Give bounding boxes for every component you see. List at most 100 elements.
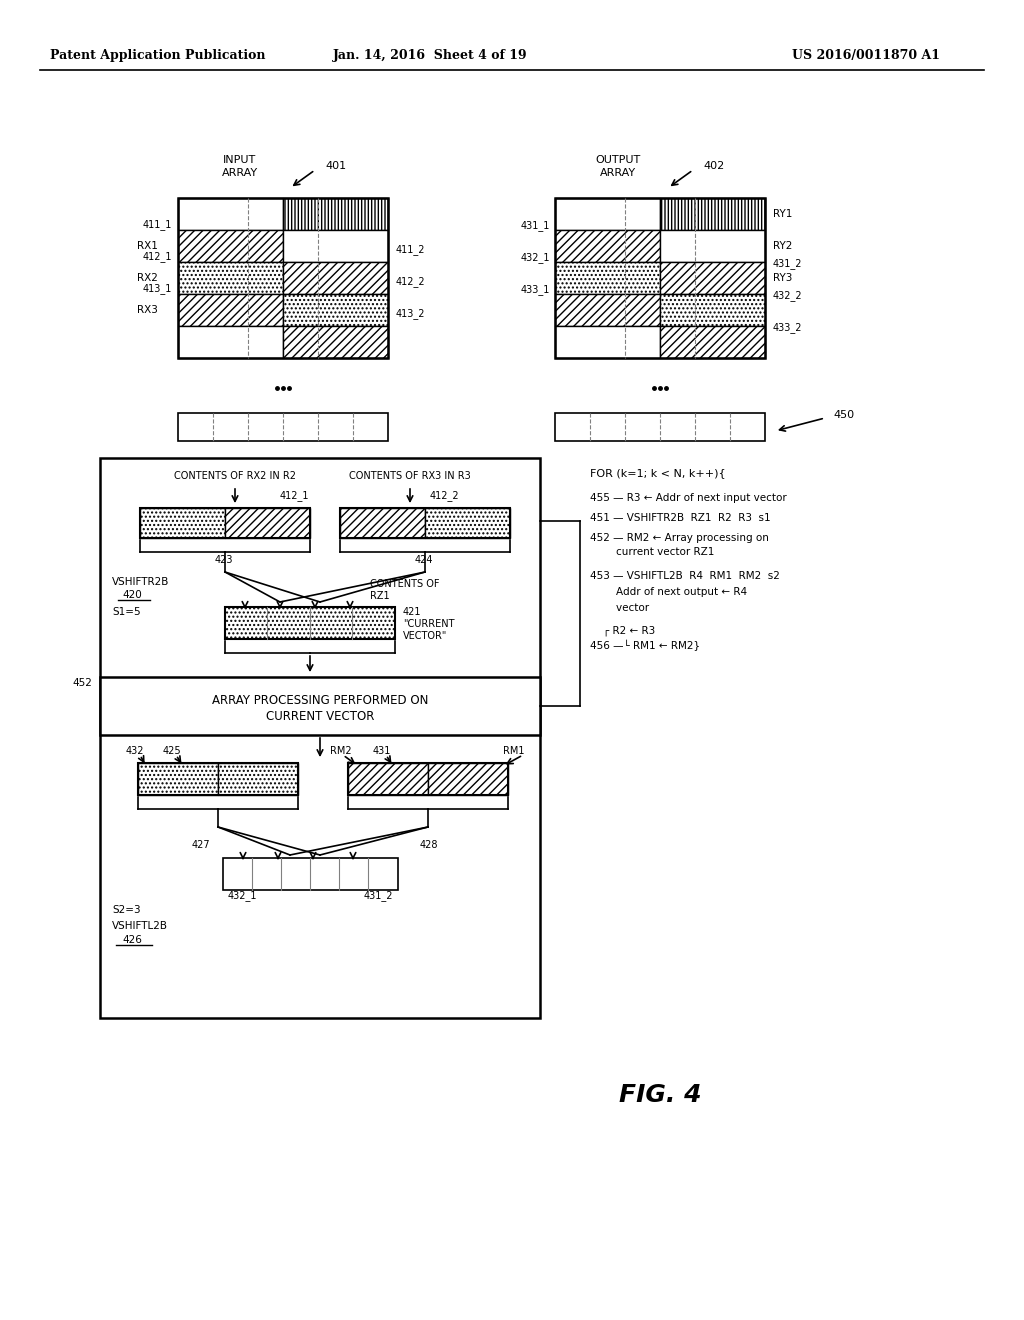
Text: 452: 452 xyxy=(72,678,92,688)
Text: 427: 427 xyxy=(191,840,210,850)
Bar xyxy=(555,294,660,326)
Text: VSHIFTR2B: VSHIFTR2B xyxy=(112,577,169,587)
Text: 423: 423 xyxy=(215,554,233,565)
Text: current vector RZ1: current vector RZ1 xyxy=(590,546,715,557)
Text: 412_2: 412_2 xyxy=(430,491,460,502)
Bar xyxy=(348,763,428,795)
Bar xyxy=(225,508,310,539)
Text: 412_1: 412_1 xyxy=(280,491,309,502)
Text: vector: vector xyxy=(590,603,649,612)
Bar xyxy=(555,326,660,358)
Text: 432_1: 432_1 xyxy=(520,252,550,264)
Text: "CURRENT: "CURRENT xyxy=(403,619,455,630)
Bar xyxy=(178,230,283,261)
Bar xyxy=(178,198,283,230)
Bar xyxy=(555,261,660,294)
Text: VECTOR": VECTOR" xyxy=(403,631,447,642)
Text: 431: 431 xyxy=(373,746,391,756)
Text: Patent Application Publication: Patent Application Publication xyxy=(50,49,265,62)
Text: 411_2: 411_2 xyxy=(396,244,426,256)
Text: 413_1: 413_1 xyxy=(142,284,172,294)
Text: S1=5: S1=5 xyxy=(112,607,140,616)
Bar xyxy=(100,677,540,735)
Text: 424: 424 xyxy=(415,554,433,565)
Text: 433_1: 433_1 xyxy=(520,285,550,296)
Bar xyxy=(225,607,395,639)
Text: RX2: RX2 xyxy=(137,273,158,282)
Text: ARRAY: ARRAY xyxy=(222,168,258,178)
Text: US 2016/0011870 A1: US 2016/0011870 A1 xyxy=(792,49,940,62)
Bar xyxy=(178,413,388,441)
Text: INPUT: INPUT xyxy=(223,154,257,165)
Bar xyxy=(660,294,765,326)
Text: 433_2: 433_2 xyxy=(773,322,803,334)
Text: CONTENTS OF RX2 IN R2: CONTENTS OF RX2 IN R2 xyxy=(174,471,296,480)
Bar xyxy=(283,230,388,261)
Text: RY3: RY3 xyxy=(773,273,793,282)
Bar xyxy=(660,230,765,261)
Bar xyxy=(555,198,660,230)
Text: 432_1: 432_1 xyxy=(228,891,257,902)
Text: 431_2: 431_2 xyxy=(773,259,803,269)
Bar xyxy=(138,763,218,795)
Bar xyxy=(425,508,510,539)
Text: Addr of next output ← R4: Addr of next output ← R4 xyxy=(590,587,748,597)
Text: Jan. 14, 2016  Sheet 4 of 19: Jan. 14, 2016 Sheet 4 of 19 xyxy=(333,49,527,62)
Bar xyxy=(223,858,398,890)
Text: RX1: RX1 xyxy=(137,242,158,251)
Text: 455 — R3 ← Addr of next input vector: 455 — R3 ← Addr of next input vector xyxy=(590,492,786,503)
Bar xyxy=(428,763,508,795)
Text: RY1: RY1 xyxy=(773,209,793,219)
Bar xyxy=(555,413,765,441)
Text: OUTPUT: OUTPUT xyxy=(595,154,641,165)
Text: FIG. 4: FIG. 4 xyxy=(618,1082,701,1107)
Bar xyxy=(178,198,388,358)
Text: 428: 428 xyxy=(420,840,438,850)
Text: 421: 421 xyxy=(403,607,422,616)
Bar xyxy=(660,326,765,358)
Bar xyxy=(660,198,765,230)
Text: 413_2: 413_2 xyxy=(396,309,426,319)
Bar xyxy=(340,508,425,539)
Text: 453 — VSHIFTL2B  R4  RM1  RM2  s2: 453 — VSHIFTL2B R4 RM1 RM2 s2 xyxy=(590,572,780,581)
Bar xyxy=(178,294,283,326)
Bar xyxy=(178,261,283,294)
Text: RX3: RX3 xyxy=(137,305,158,315)
Bar xyxy=(283,326,388,358)
Text: 452 — RM2 ← Array processing on: 452 — RM2 ← Array processing on xyxy=(590,533,769,543)
Bar xyxy=(283,294,388,326)
Bar xyxy=(555,198,765,358)
Text: RY2: RY2 xyxy=(773,242,793,251)
Bar xyxy=(348,763,508,795)
Text: 432_2: 432_2 xyxy=(773,290,803,301)
Text: RM2: RM2 xyxy=(330,746,351,756)
Bar xyxy=(140,508,310,539)
Text: 426: 426 xyxy=(122,935,142,945)
Bar xyxy=(283,198,388,230)
Text: ARRAY: ARRAY xyxy=(600,168,636,178)
Text: 432: 432 xyxy=(126,746,144,756)
Text: 401: 401 xyxy=(325,161,346,172)
Text: 402: 402 xyxy=(703,161,724,172)
Text: 431_2: 431_2 xyxy=(364,891,393,902)
Bar xyxy=(218,763,298,795)
Text: CONTENTS OF RX3 IN R3: CONTENTS OF RX3 IN R3 xyxy=(349,471,471,480)
Bar xyxy=(140,508,225,539)
Text: FOR (k=1; k < N, k++){: FOR (k=1; k < N, k++){ xyxy=(590,469,726,478)
Text: RZ1: RZ1 xyxy=(370,591,389,601)
Text: CURRENT VECTOR: CURRENT VECTOR xyxy=(266,710,374,723)
Bar xyxy=(660,261,765,294)
Text: RM1: RM1 xyxy=(503,746,524,756)
Text: 412_1: 412_1 xyxy=(142,252,172,263)
Bar xyxy=(340,508,510,539)
Text: 451 — VSHIFTR2B  RZ1  R2  R3  s1: 451 — VSHIFTR2B RZ1 R2 R3 s1 xyxy=(590,513,771,523)
Text: 420: 420 xyxy=(122,590,141,601)
Bar xyxy=(283,261,388,294)
Text: VSHIFTL2B: VSHIFTL2B xyxy=(112,921,168,931)
Text: 450: 450 xyxy=(833,411,854,420)
Text: CONTENTS OF: CONTENTS OF xyxy=(370,579,439,589)
Bar xyxy=(100,458,540,1018)
Text: 425: 425 xyxy=(163,746,181,756)
Bar xyxy=(138,763,298,795)
Text: S2=3: S2=3 xyxy=(112,906,140,915)
